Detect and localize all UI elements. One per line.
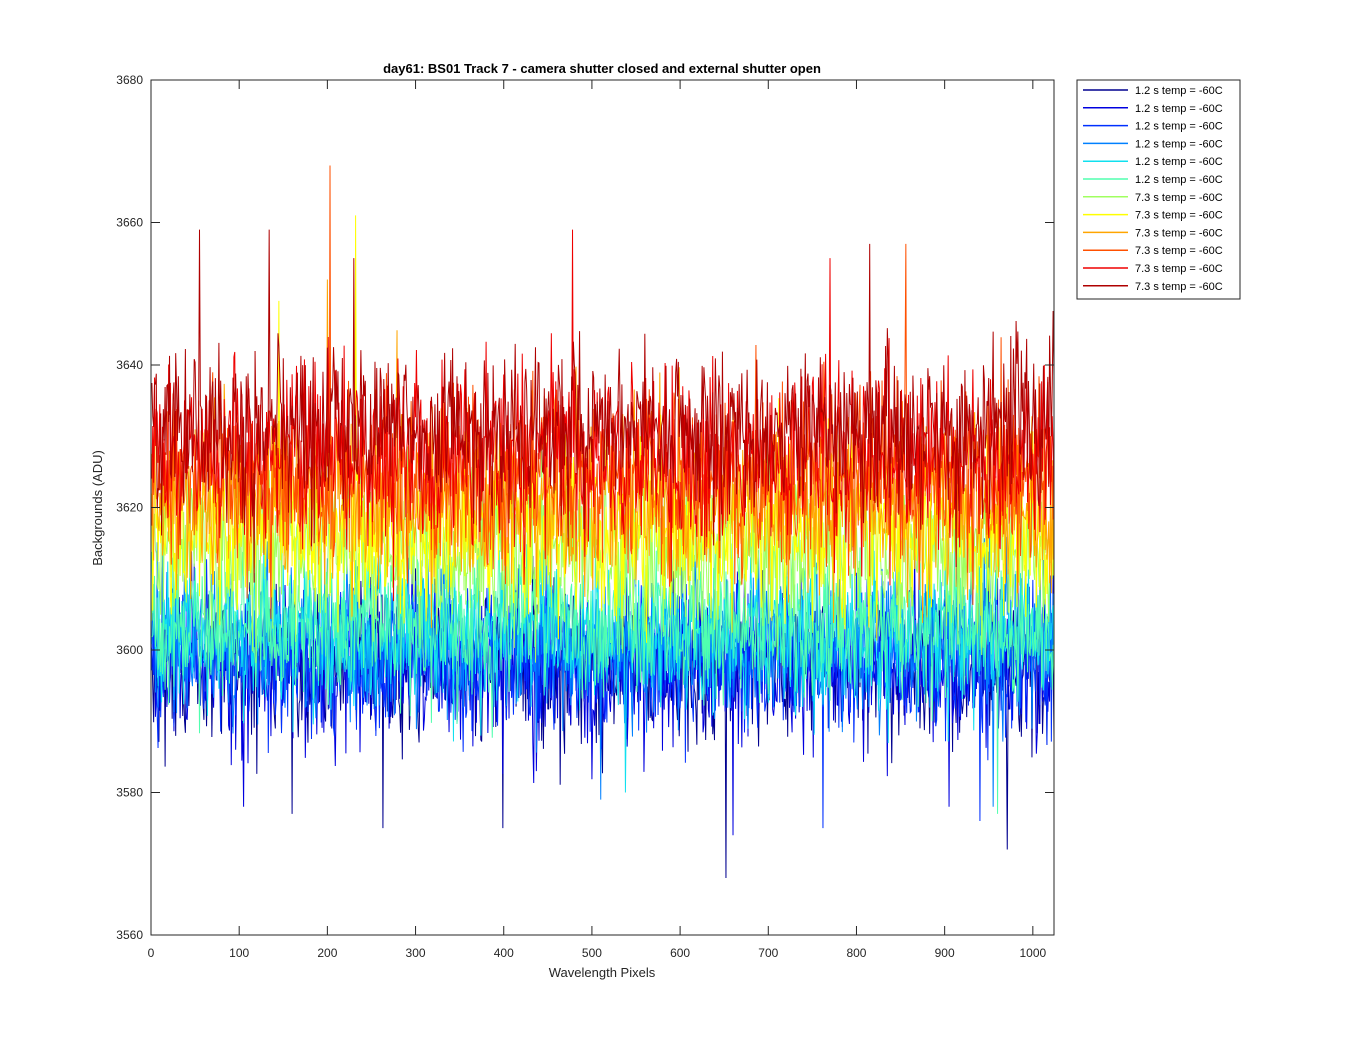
legend-label-2: 1.2 s temp = -60C (1135, 103, 1223, 115)
x-tick-label: 500 (582, 946, 602, 960)
y-tick-label: 3620 (116, 501, 143, 515)
legend-label-8: 7.3 s temp = -60C (1135, 210, 1223, 222)
x-tick-label: 100 (229, 946, 249, 960)
y-tick-label: 3580 (116, 786, 143, 800)
x-tick-label: 700 (758, 946, 778, 960)
legend-label-12: 7.3 s temp = -60C (1135, 281, 1223, 293)
legend-label-3: 1.2 s temp = -60C (1135, 121, 1223, 133)
legend-label-10: 7.3 s temp = -60C (1135, 245, 1223, 257)
y-tick-label: 3660 (116, 216, 143, 230)
y-tick-label: 3600 (116, 643, 143, 657)
series-layer (151, 165, 1054, 879)
x-axis-label: Wavelength Pixels (549, 965, 656, 980)
legend-label-7: 7.3 s temp = -60C (1135, 192, 1223, 204)
series-line-12 (151, 229, 1054, 583)
x-tick-label: 200 (317, 946, 337, 960)
legend-label-11: 7.3 s temp = -60C (1135, 263, 1223, 275)
x-tick-label: 900 (935, 946, 955, 960)
y-tick-label: 3560 (116, 928, 143, 942)
x-tick-label: 1000 (1019, 946, 1046, 960)
x-tick-label: 600 (670, 946, 690, 960)
x-tick-label: 400 (494, 946, 514, 960)
chart-title: day61: BS01 Track 7 - camera shutter clo… (383, 61, 821, 76)
legend-label-5: 1.2 s temp = -60C (1135, 156, 1223, 168)
legend-label-4: 1.2 s temp = -60C (1135, 138, 1223, 150)
legend-label-1: 1.2 s temp = -60C (1135, 85, 1223, 97)
series-line-6 (151, 525, 1054, 814)
legend: 1.2 s temp = -60C 1.2 s temp = -60C 1.2 s … (1076, 79, 1241, 300)
y-tick-label: 3680 (116, 73, 143, 87)
y-tick-label: 3640 (116, 358, 143, 372)
axis-ticks: 0 100 200 300 400 500 600 700 800 900 1000 3560 3580… (116, 73, 1054, 960)
x-tick-label: 0 (148, 946, 155, 960)
legend-box (1076, 79, 1241, 300)
legend-label-9: 7.3 s temp = -60C (1135, 227, 1223, 239)
x-tick-label: 300 (406, 946, 426, 960)
x-tick-label: 800 (846, 946, 866, 960)
legend-label-6: 1.2 s temp = -60C (1135, 174, 1223, 186)
y-axis-label: Backgrounds (ADU) (90, 450, 105, 566)
